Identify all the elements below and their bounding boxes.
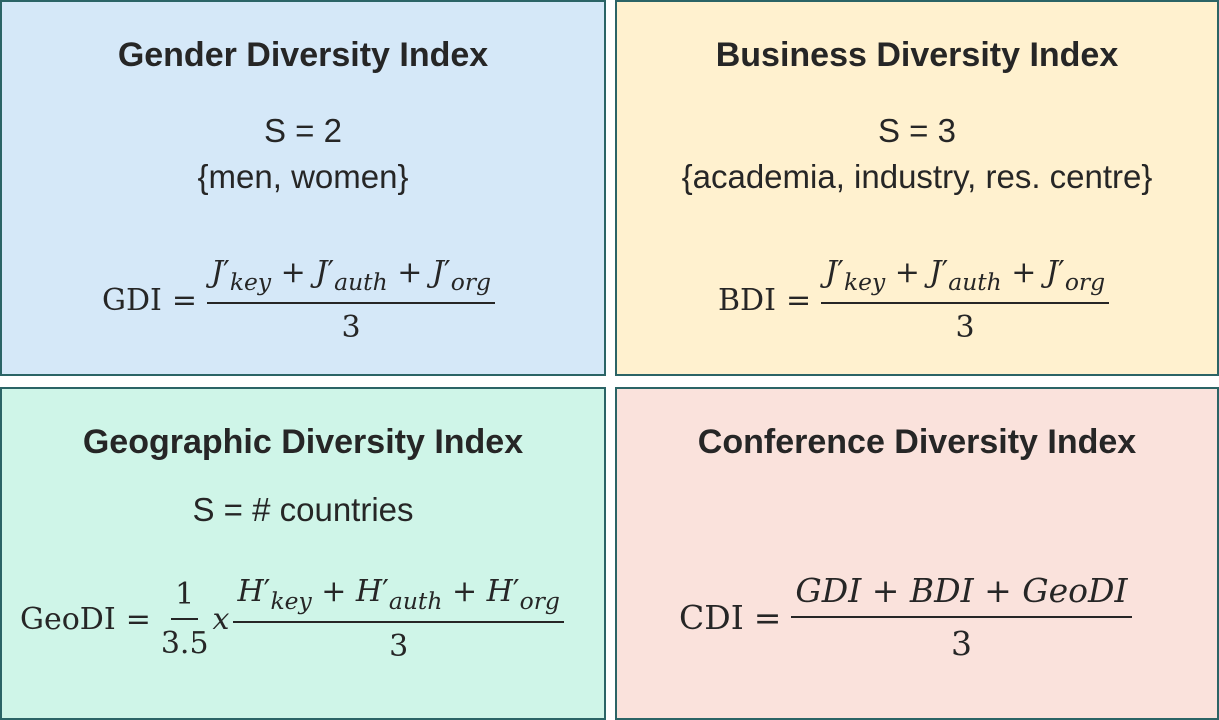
gdi-categories: {men, women} <box>197 158 409 195</box>
gdi-formula-lhs: GDI <box>102 282 162 318</box>
bdi-title: Business Diversity Index <box>715 36 1119 74</box>
cdi-denominator: 3 <box>950 624 972 663</box>
bdi-fraction: J′key + J′auth + J′org 3 <box>821 255 1110 346</box>
gdi-denominator: 3 <box>341 310 361 346</box>
equals-sign: = <box>125 601 151 637</box>
geodi-coefficient: 1 3.5 <box>161 577 209 661</box>
bdi-categories: {academia, industry, res. centre} <box>681 158 1153 195</box>
cdi-title: Conference Diversity Index <box>697 423 1137 461</box>
equals-sign: = <box>753 597 782 637</box>
geographic-diversity-panel: Geographic Diversity Index S = # countri… <box>0 387 606 720</box>
gdi-fraction: J′key + J′auth + J′org 3 <box>207 255 495 345</box>
geodi-fraction: H′key + H′auth + H′org 3 <box>233 574 564 665</box>
equals-sign: = <box>785 282 812 318</box>
conference-diversity-panel: Conference Diversity Index CDI = GDI + B… <box>615 387 1219 720</box>
cdi-formula: CDI = GDI + BDI + GeoDI 3 <box>679 571 1132 663</box>
bdi-formula: BDI = J′key + J′auth + J′org 3 <box>718 255 1110 346</box>
gdi-numerator: J′key + J′auth + J′org <box>207 255 495 305</box>
equals-sign: = <box>171 282 198 318</box>
gdi-s-line: S = 2 <box>264 112 342 149</box>
geodi-s-line: S = # countries <box>192 491 414 528</box>
cdi-numerator: GDI + BDI + GeoDI <box>791 571 1132 618</box>
geodi-numerator: H′key + H′auth + H′org <box>233 574 564 624</box>
geodi-title: Geographic Diversity Index <box>82 423 524 461</box>
geodi-formula-lhs: GeoDI <box>20 601 116 637</box>
bdi-numerator: J′key + J′auth + J′org <box>821 255 1110 305</box>
gdi-title: Gender Diversity Index <box>117 36 489 74</box>
cdi-fraction: GDI + BDI + GeoDI 3 <box>791 571 1132 663</box>
geodi-formula: GeoDI = 1 3.5 x H′key + H′auth + H′org 3 <box>20 574 564 664</box>
bdi-formula-lhs: BDI <box>718 282 776 318</box>
gdi-formula: GDI = J′key + J′auth + J′org 3 <box>102 255 495 345</box>
bdi-s-line: S = 3 <box>878 112 956 149</box>
geodi-coef-numerator: 1 <box>171 577 199 621</box>
bdi-denominator: 3 <box>955 310 975 346</box>
times-symbol: x <box>212 601 230 637</box>
geodi-denominator: 3 <box>389 629 409 665</box>
gender-diversity-panel: Gender Diversity Index S = 2 {men, women… <box>0 0 606 376</box>
cdi-formula-lhs: CDI <box>679 597 744 637</box>
geodi-coef-denominator: 3.5 <box>160 626 209 662</box>
business-diversity-panel: Business Diversity Index S = 3 {academia… <box>615 0 1219 376</box>
